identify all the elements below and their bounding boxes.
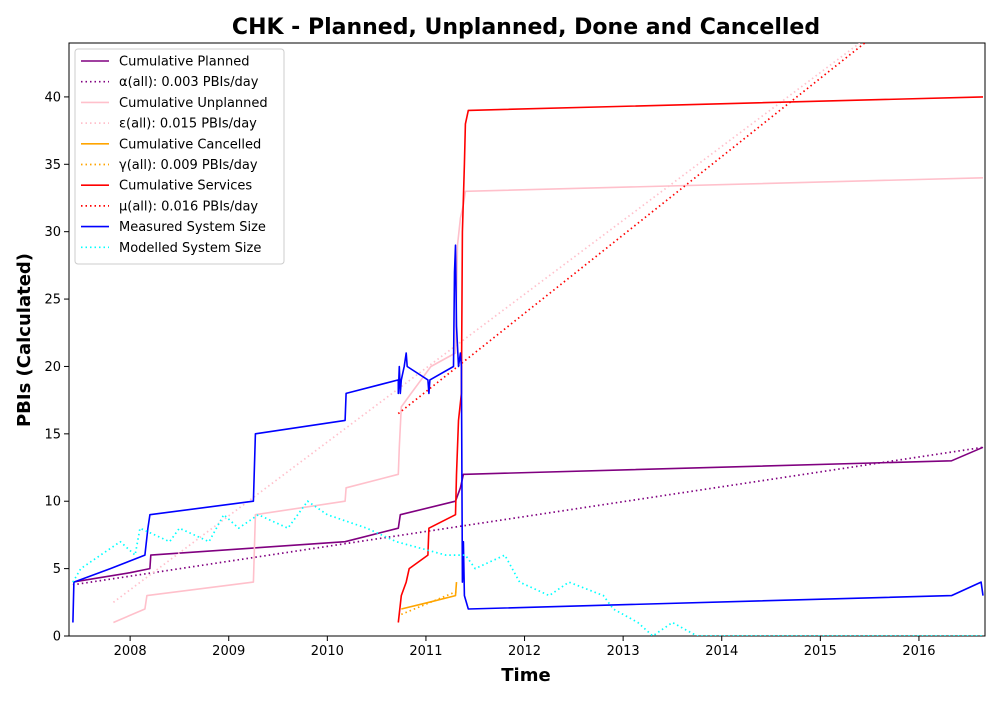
series-layer [72, 43, 984, 636]
legend-label: Cumulative Cancelled [119, 137, 261, 152]
y-tick-label: 40 [44, 90, 61, 105]
series-line-7 [397, 43, 866, 415]
legend: Cumulative Planned α(all): 0.003 PBIs/day… [74, 48, 285, 265]
legend-label: α(all): 0.003 PBIs/day [119, 75, 259, 90]
series-line-4 [401, 582, 458, 610]
y-tick-label: 0 [53, 630, 61, 645]
legend-label: Cumulative Unplanned [119, 96, 268, 111]
y-tick-label: 25 [44, 293, 61, 308]
legend-label: Measured System Size [119, 220, 266, 235]
y-axis-ticks: 0 5 10 15 20 25 30 35 40 [44, 90, 69, 645]
x-axis-label: Time [501, 665, 550, 686]
x-tick-label: 2009 [212, 644, 245, 659]
y-tick-label: 20 [44, 360, 61, 375]
x-tick-label: 2011 [409, 644, 442, 659]
x-tick-label: 2010 [311, 644, 344, 659]
x-tick-label: 2012 [508, 644, 541, 659]
y-axis-label: PBIs (Calculated) [14, 253, 35, 427]
y-tick-label: 10 [44, 495, 61, 510]
y-tick-label: 5 [53, 562, 61, 577]
y-tick-label: 30 [44, 225, 61, 240]
chart-title: CHK - Planned, Unplanned, Done and Cance… [232, 15, 820, 40]
series-line-0 [72, 446, 984, 583]
legend-label: Modelled System Size [119, 241, 261, 256]
legend-label: γ(all): 0.009 PBIs/day [119, 158, 258, 173]
x-tick-label: 2015 [804, 644, 837, 659]
x-tick-label: 2014 [705, 644, 738, 659]
series-line-2 [113, 177, 984, 624]
y-tick-label: 35 [44, 158, 61, 173]
legend-label: ε(all): 0.015 PBIs/day [119, 117, 257, 132]
legend-label: Cumulative Services [119, 179, 252, 194]
legend-frame [74, 48, 285, 265]
x-tick-label: 2008 [114, 644, 147, 659]
series-line-8 [72, 244, 984, 623]
series-line-1 [72, 446, 984, 586]
x-tick-label: 2013 [607, 644, 640, 659]
y-tick-label: 15 [44, 427, 61, 442]
x-tick-label: 2016 [902, 644, 935, 659]
x-axis-ticks: 2008 2009 2010 2011 2012 2013 2014 2015 2016 [114, 636, 935, 659]
series-line-5 [400, 590, 457, 616]
legend-label: Cumulative Planned [119, 55, 249, 70]
series-line-6 [397, 96, 984, 623]
legend-label: μ(all): 0.016 PBIs/day [119, 199, 258, 214]
